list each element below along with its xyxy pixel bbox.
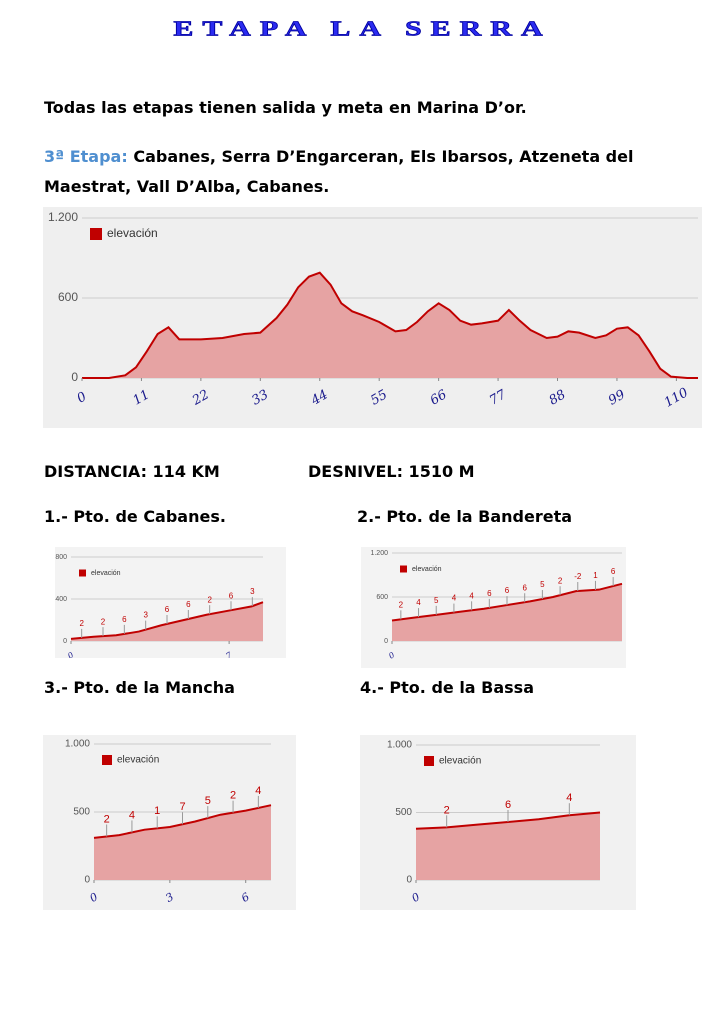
legend-swatch <box>79 569 86 577</box>
x-tick-label: 88 <box>547 387 569 408</box>
elevation-chart: 0 400 800 0 7 elevación 2 2 6 3 6 6 2 6 3 <box>55 547 286 658</box>
grade-label: 2 <box>104 813 110 825</box>
grade-label: 2 <box>558 576 563 585</box>
legend-label: elevación <box>107 226 158 240</box>
intro: Todas las etapas tienen salida y meta en… <box>44 98 527 117</box>
distance: DISTANCIA: 114 KM <box>44 462 220 481</box>
grade-label: 4 <box>129 809 135 821</box>
x-tick-label: 0 <box>66 650 75 658</box>
grade-label: 4 <box>416 598 421 607</box>
grade-label: 6 <box>611 567 616 576</box>
port-title: 2.- Pto. de la Bandereta <box>357 507 573 526</box>
stage: 3ª Etapa: Cabanes, Serra D’Engarceran, E… <box>44 142 674 202</box>
port-title: 4.- Pto. de la Bassa <box>360 678 534 697</box>
grade-label: 6 <box>122 615 127 624</box>
y-tick-label: 1.200 <box>48 210 78 224</box>
y-tick-label: 0 <box>384 638 388 645</box>
y-tick-label: 500 <box>73 807 90 818</box>
port-title: 3.- Pto. de la Mancha <box>44 678 235 697</box>
legend-swatch <box>90 228 102 240</box>
x-tick-label: 7 <box>224 650 234 658</box>
y-tick-label: 1.200 <box>370 550 388 557</box>
elevation-area <box>82 272 698 378</box>
x-tick-label: 66 <box>428 387 450 408</box>
grade-label: 6 <box>487 589 492 598</box>
x-tick-label: 33 <box>249 387 271 408</box>
x-tick-label: 0 <box>387 650 396 660</box>
elevation-area <box>71 602 263 641</box>
legend-label: elevación <box>439 756 481 767</box>
doc-title: ETAPA LA SERRA <box>173 17 552 41</box>
grade-label: 4 <box>469 591 474 600</box>
grade-label: 6 <box>186 600 191 609</box>
grade-label: 6 <box>229 591 234 600</box>
y-tick-label: 1.000 <box>387 740 412 751</box>
elevation-area <box>392 583 622 641</box>
grade-label: 2 <box>79 619 84 628</box>
elevation-line <box>82 271 698 379</box>
grade-label: 2 <box>444 804 450 816</box>
y-tick-label: 0 <box>63 638 67 645</box>
grade-label: 5 <box>540 580 545 589</box>
legend-swatch <box>102 755 112 765</box>
y-tick-label: 1.000 <box>65 739 90 750</box>
y-tick-label: 500 <box>395 807 412 818</box>
grade-label: 7 <box>179 801 185 813</box>
grade-label: 1 <box>593 571 598 580</box>
elevation-area <box>416 812 600 880</box>
grade-label: 5 <box>205 795 211 807</box>
elevation-chart: 0 600 1.200 0 elevación 2 4 5 4 4 6 6 6 5 2 -2 1 6 <box>361 547 626 668</box>
stage-text: Cabanes, Serra D’Engarceran, Els Ibarsos… <box>44 147 634 196</box>
elevation-area <box>94 805 271 880</box>
grade-label: 2 <box>399 600 404 609</box>
grade-label: 3 <box>143 611 148 620</box>
x-tick-label: 55 <box>368 387 390 408</box>
grade-label: 4 <box>452 594 457 603</box>
port-title: 1.- Pto. de Cabanes. <box>44 507 226 526</box>
y-tick-label: 600 <box>376 594 388 601</box>
legend-label: elevación <box>117 755 159 766</box>
x-tick-label: 77 <box>487 387 509 409</box>
grade-label: 1 <box>154 805 160 817</box>
legend-label: elevación <box>412 566 442 573</box>
grade-label: 2 <box>101 617 106 626</box>
y-tick-label: 600 <box>58 290 78 304</box>
grade-label: 2 <box>230 790 236 802</box>
grade-label: 3 <box>250 587 255 596</box>
grade-label: 6 <box>505 799 511 811</box>
climb: DESNIVEL: 1510 M <box>308 462 475 481</box>
grade-label: 4 <box>255 785 261 797</box>
grade-label: 4 <box>566 792 572 804</box>
x-tick-label: 11 <box>131 387 153 408</box>
legend-label: elevación <box>91 570 121 577</box>
grade-label: 5 <box>434 596 439 605</box>
y-tick-label: 800 <box>55 554 67 561</box>
legend-swatch <box>400 565 407 573</box>
elevation-line <box>391 582 623 622</box>
x-tick-label: 99 <box>606 387 628 408</box>
y-tick-label: 400 <box>55 596 67 603</box>
elevation-line <box>70 601 264 640</box>
grade-label: 6 <box>165 605 170 614</box>
grade-label: -2 <box>574 572 582 581</box>
grade-label: 6 <box>522 583 527 592</box>
y-tick-label: 0 <box>406 875 412 886</box>
grade-label: 2 <box>207 595 212 604</box>
y-tick-label: 0 <box>84 875 90 886</box>
stage-label: 3ª Etapa: <box>44 147 128 166</box>
legend-swatch <box>424 756 434 766</box>
y-tick-label: 0 <box>71 370 78 384</box>
grade-label: 6 <box>505 586 510 595</box>
chart-background <box>43 207 702 428</box>
